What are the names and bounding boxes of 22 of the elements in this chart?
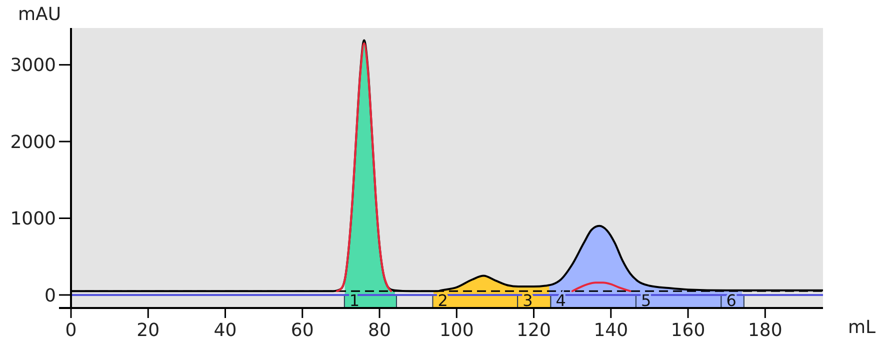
x-axis-title: mL [848, 317, 876, 338]
band-label: 5 [640, 291, 652, 310]
x-tick-label: 0 [65, 320, 77, 341]
x-tick-label: 180 [748, 320, 782, 341]
y-tick-label: 3000 [10, 55, 56, 76]
band-label: 4 [556, 291, 566, 310]
x-tick-label: 120 [516, 320, 551, 341]
y-axis-title: mAU [18, 4, 62, 25]
x-tick-label: 140 [594, 320, 628, 341]
y-tick-label: 1000 [10, 208, 56, 230]
band-label: 6 [726, 291, 736, 310]
band-label: 1 [349, 291, 360, 310]
band-label: 2 [438, 291, 448, 310]
x-tick-label: 40 [214, 320, 237, 341]
y-tick-label: 0 [44, 285, 56, 306]
x-tick-label: 100 [439, 320, 474, 341]
y-tick-label: 2000 [10, 132, 56, 153]
band-label: 3 [522, 291, 533, 310]
x-tick-label: 80 [368, 320, 391, 341]
x-tick-label: 160 [670, 320, 706, 341]
x-tick-label: 20 [136, 320, 160, 341]
x-tick-label: 60 [290, 320, 314, 341]
